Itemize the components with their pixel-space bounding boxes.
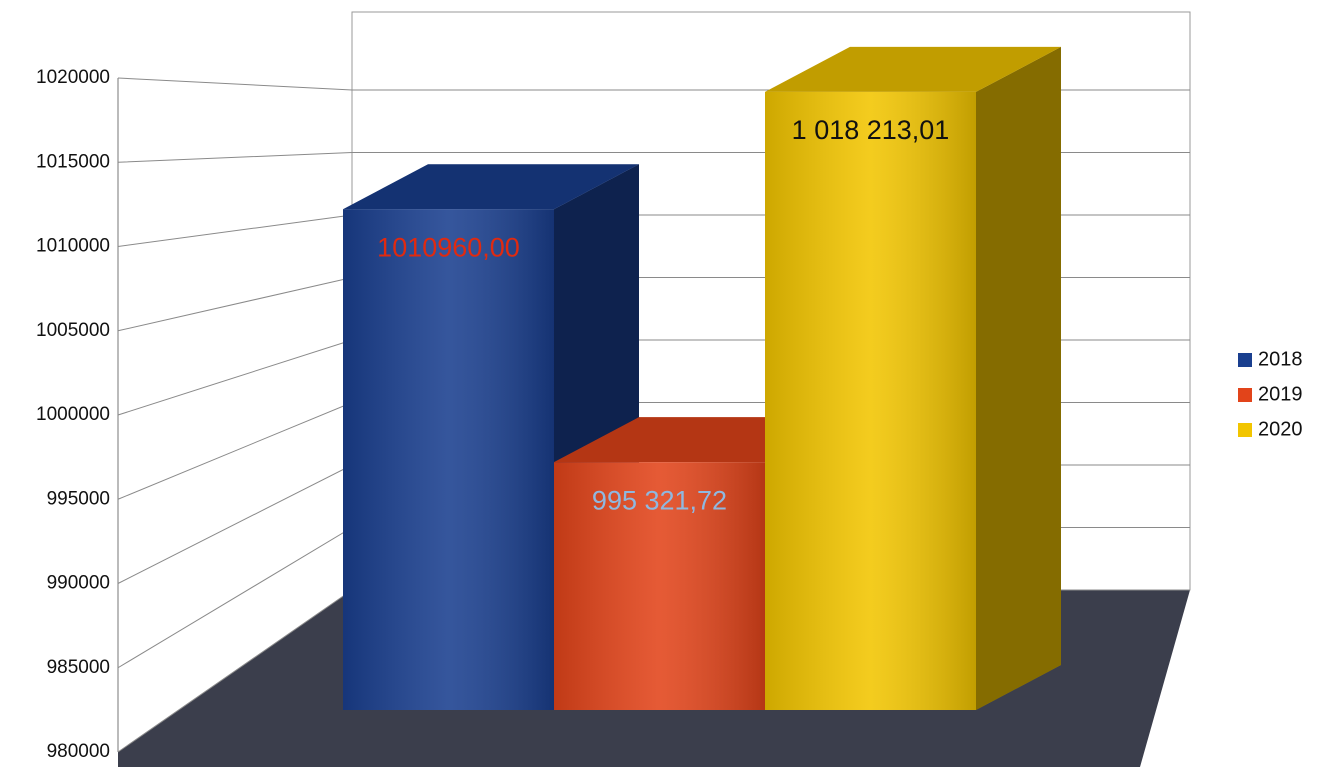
y-tick-label: 1000000 [36,404,110,425]
y-tick-label: 1010000 [36,236,110,257]
bar-front-shade [765,91,976,711]
bar [765,46,1061,711]
bar-top-shade [765,46,1061,92]
legend-swatch [1238,388,1252,402]
y-tick-label: 985000 [47,657,110,678]
y-tick-label: 1005000 [36,320,110,341]
value-label: 1010960,00 [377,232,520,262]
y-tick-label: 980000 [47,741,110,762]
legend-label: 2020 [1258,418,1303,440]
y-tick-label: 990000 [47,573,110,594]
y-tick-label: 1015000 [36,151,110,172]
legend-label: 2018 [1258,348,1303,370]
bar-top-shade [343,164,639,210]
y-tick-label: 995000 [47,488,110,509]
value-label: 995 321,72 [592,485,727,515]
bar-front-shade [343,209,554,711]
bar-top [343,164,639,210]
bar-top [765,46,1061,92]
legend-swatch [1238,353,1252,367]
value-label: 1 018 213,01 [792,115,950,145]
bar-front-shade [554,462,765,710]
bar-side [976,46,1061,711]
legend-swatch [1238,423,1252,437]
bar-side-shade [976,46,1061,711]
legend-label: 2019 [1258,383,1303,405]
y-tick-label: 1020000 [36,67,110,88]
